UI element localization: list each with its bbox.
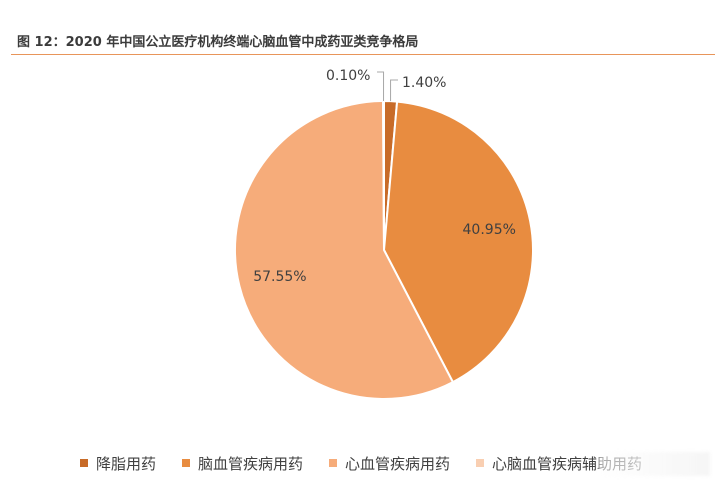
legend-label: 降脂用药 (96, 454, 157, 473)
legend: 降脂用药 脑血管疾病用药 心血管疾病用药 心脑血管疾病辅助用药 (80, 452, 668, 474)
data-label-lipid: 1.40% (402, 75, 446, 91)
slice-aux (382, 99, 385, 251)
data-label-cardio: 57.55% (253, 269, 306, 285)
legend-item: 脑血管疾病用药 (182, 453, 303, 474)
slice-cerebro (382, 100, 534, 384)
legend-swatch (476, 459, 485, 467)
chart-title: 图 12：2020 年中国公立医疗机构终端心脑血管中成药亚类竞争格局 (17, 35, 419, 50)
leader-line-aux (377, 71, 385, 102)
watermark (598, 452, 710, 476)
legend-item: 降脂用药 (80, 453, 156, 474)
legend-swatch (182, 459, 191, 467)
legend-label: 心血管疾病用药 (345, 454, 451, 473)
legend-label: 脑血管疾病用药 (198, 454, 304, 473)
legend-item: 心血管疾病用药 (329, 453, 450, 474)
title-divider (11, 54, 715, 55)
leader-line-lipid (390, 79, 398, 102)
data-label-cerebro: 40.95% (463, 222, 516, 238)
slice-cardio (234, 99, 455, 400)
data-label-aux: 0.10% (326, 68, 370, 84)
legend-swatch (80, 459, 88, 467)
legend-swatch (329, 459, 338, 467)
